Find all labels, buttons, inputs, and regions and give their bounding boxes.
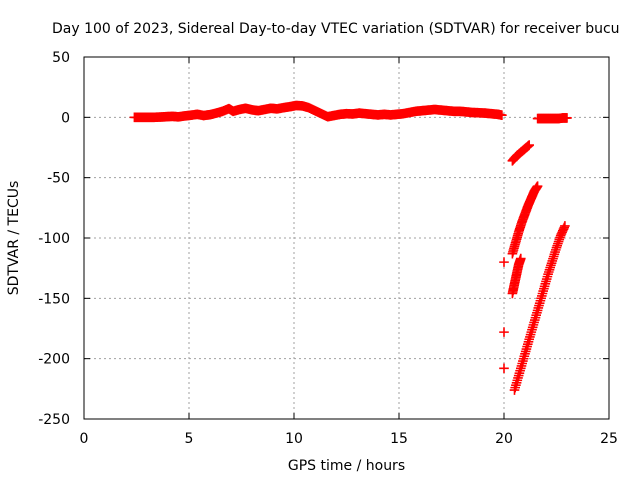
data-point (524, 140, 534, 150)
data-point (499, 363, 509, 374)
plot-frame (83, 56, 610, 420)
data-point (499, 327, 509, 337)
y-tick-label: -250 (38, 412, 70, 428)
x-tick-label: 15 (390, 431, 408, 447)
y-tick-label: -200 (38, 352, 70, 368)
x-axis-label: GPS time / hours (288, 458, 405, 474)
y-tick-label: 50 (52, 50, 70, 66)
axis-ticks: 0 5 10 15 20 25 50 0 -50 -100 -150 -200 -250 (38, 50, 618, 447)
x-tick-label: 25 (600, 431, 618, 447)
chart-title: Day 100 of 2023, Sidereal Day-to-day VTE… (52, 21, 620, 37)
data-point (516, 253, 526, 264)
data-point (560, 221, 570, 231)
x-tick-label: 10 (285, 431, 303, 447)
data-points (129, 100, 572, 395)
y-tick-label: -50 (47, 171, 70, 187)
y-tick-label: -150 (38, 291, 70, 307)
x-tick-label: 5 (185, 431, 194, 447)
data-point (497, 110, 507, 120)
y-axis-label: SDTVAR / TECUs (6, 181, 22, 296)
y-tick-label: -100 (38, 231, 70, 247)
data-point (532, 181, 543, 191)
data-point (562, 113, 572, 123)
y-tick-label: 0 (61, 110, 70, 126)
data-point (499, 257, 509, 267)
x-tick-label: 20 (495, 431, 513, 447)
x-tick-label: 0 (80, 431, 89, 447)
